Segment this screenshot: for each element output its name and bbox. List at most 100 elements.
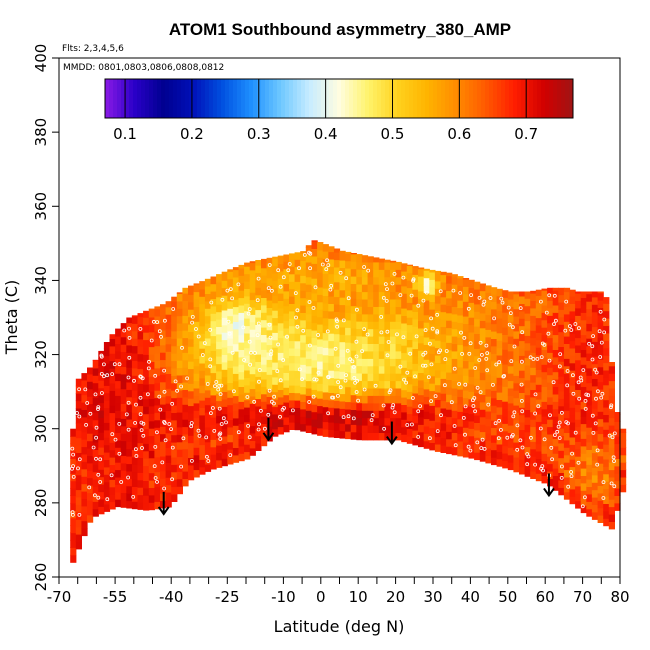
heatmap-cell	[496, 458, 503, 467]
heatmap-cell	[580, 430, 587, 439]
heatmap-cell	[109, 464, 116, 473]
heatmap-cell	[238, 438, 245, 447]
heatmap-cell	[563, 336, 571, 344]
colorbar-tick-label: 0.6	[447, 125, 471, 143]
heatmap-cell	[401, 293, 408, 302]
heatmap-cell	[160, 304, 167, 309]
heatmap-cell	[479, 357, 486, 366]
heatmap-cell	[109, 412, 116, 421]
sample-point	[278, 284, 283, 289]
heatmap-cell	[333, 422, 341, 431]
heatmap-cell	[558, 331, 565, 340]
heatmap-cell	[261, 416, 268, 424]
heatmap-cell	[339, 356, 346, 365]
sample-point	[408, 351, 413, 356]
colorbar-cell	[341, 79, 346, 118]
heatmap-cell	[272, 339, 279, 348]
heatmap-cell	[238, 282, 245, 291]
heatmap-cell	[535, 421, 542, 430]
heatmap-cell	[474, 452, 481, 461]
heatmap-cell	[277, 322, 284, 331]
heatmap-cell	[569, 459, 576, 468]
heatmap-cell	[429, 353, 436, 362]
heatmap-cell	[221, 295, 228, 304]
sample-point	[520, 330, 525, 335]
heatmap-cell	[496, 347, 503, 356]
heatmap-cell	[429, 368, 436, 377]
heatmap-cell	[283, 365, 290, 373]
sample-point	[354, 307, 359, 312]
heatmap-cell	[199, 437, 206, 446]
heatmap-cell	[451, 380, 458, 389]
sample-point	[553, 433, 557, 438]
heatmap-cell	[171, 375, 178, 384]
sample-point	[159, 334, 163, 339]
heatmap-cell	[199, 370, 206, 379]
heatmap-cell	[227, 315, 234, 324]
heatmap-cell	[87, 448, 94, 456]
sample-point	[249, 350, 253, 355]
sample-point	[287, 262, 292, 266]
heatmap-cell	[603, 518, 610, 527]
heatmap-cell	[227, 269, 234, 272]
heatmap-cell	[277, 419, 284, 428]
heatmap-cell	[530, 344, 537, 353]
heatmap-cell	[524, 357, 531, 366]
heatmap-cell	[519, 422, 526, 430]
heatmap-cell	[373, 365, 380, 374]
colorbar-cell	[113, 79, 118, 118]
heatmap-cell	[524, 372, 531, 381]
heatmap-cell	[485, 418, 492, 427]
sample-point	[520, 398, 524, 403]
sample-point	[583, 406, 588, 411]
heatmap-cell	[446, 409, 453, 418]
sample-point	[77, 457, 82, 462]
sample-point	[307, 250, 311, 255]
sample-point	[295, 308, 300, 313]
heatmap-cell	[406, 376, 413, 385]
heatmap-cell	[434, 347, 442, 356]
heatmap-cell	[530, 419, 537, 428]
heatmap-cell	[350, 253, 357, 255]
heatmap-cell	[221, 421, 228, 430]
heatmap-cell	[350, 365, 357, 373]
heatmap-cell	[535, 324, 542, 333]
heatmap-cell	[232, 373, 240, 382]
heatmap-cell	[541, 312, 548, 321]
heatmap-cell	[608, 484, 615, 493]
sample-point	[348, 357, 353, 362]
heatmap-cell	[126, 433, 133, 442]
heatmap-cell	[328, 258, 335, 267]
heatmap-cell	[423, 299, 430, 308]
heatmap-cell	[328, 333, 335, 342]
sample-point	[569, 328, 574, 332]
sample-point	[466, 306, 471, 311]
heatmap-cell	[283, 409, 290, 418]
heatmap-cell	[238, 264, 245, 269]
heatmap-cell	[238, 356, 245, 365]
heatmap-cell	[586, 456, 593, 465]
heatmap-cell	[305, 425, 312, 433]
heatmap-cell	[137, 427, 144, 436]
heatmap-cell	[406, 420, 413, 429]
colorbar-cell	[233, 79, 238, 118]
heatmap-cell	[367, 365, 374, 374]
heatmap-cell	[210, 305, 217, 314]
heatmap-cell	[227, 360, 234, 369]
heatmap-cell	[238, 364, 245, 373]
heatmap-cell	[182, 389, 189, 398]
heatmap-cell	[440, 348, 447, 357]
sample-point	[94, 435, 98, 440]
heatmap-cell	[98, 439, 105, 448]
heatmap-cell	[87, 388, 94, 397]
heatmap-cell	[361, 425, 369, 433]
heatmap-cell	[558, 376, 565, 385]
heatmap-cell	[395, 432, 402, 441]
heatmap-cell	[513, 442, 520, 451]
heatmap-cell	[75, 519, 82, 528]
heatmap-cell	[552, 408, 559, 417]
heatmap-cell	[171, 382, 178, 391]
heatmap-cell	[143, 495, 150, 504]
sample-point	[297, 266, 301, 271]
heatmap-cell	[586, 419, 593, 428]
